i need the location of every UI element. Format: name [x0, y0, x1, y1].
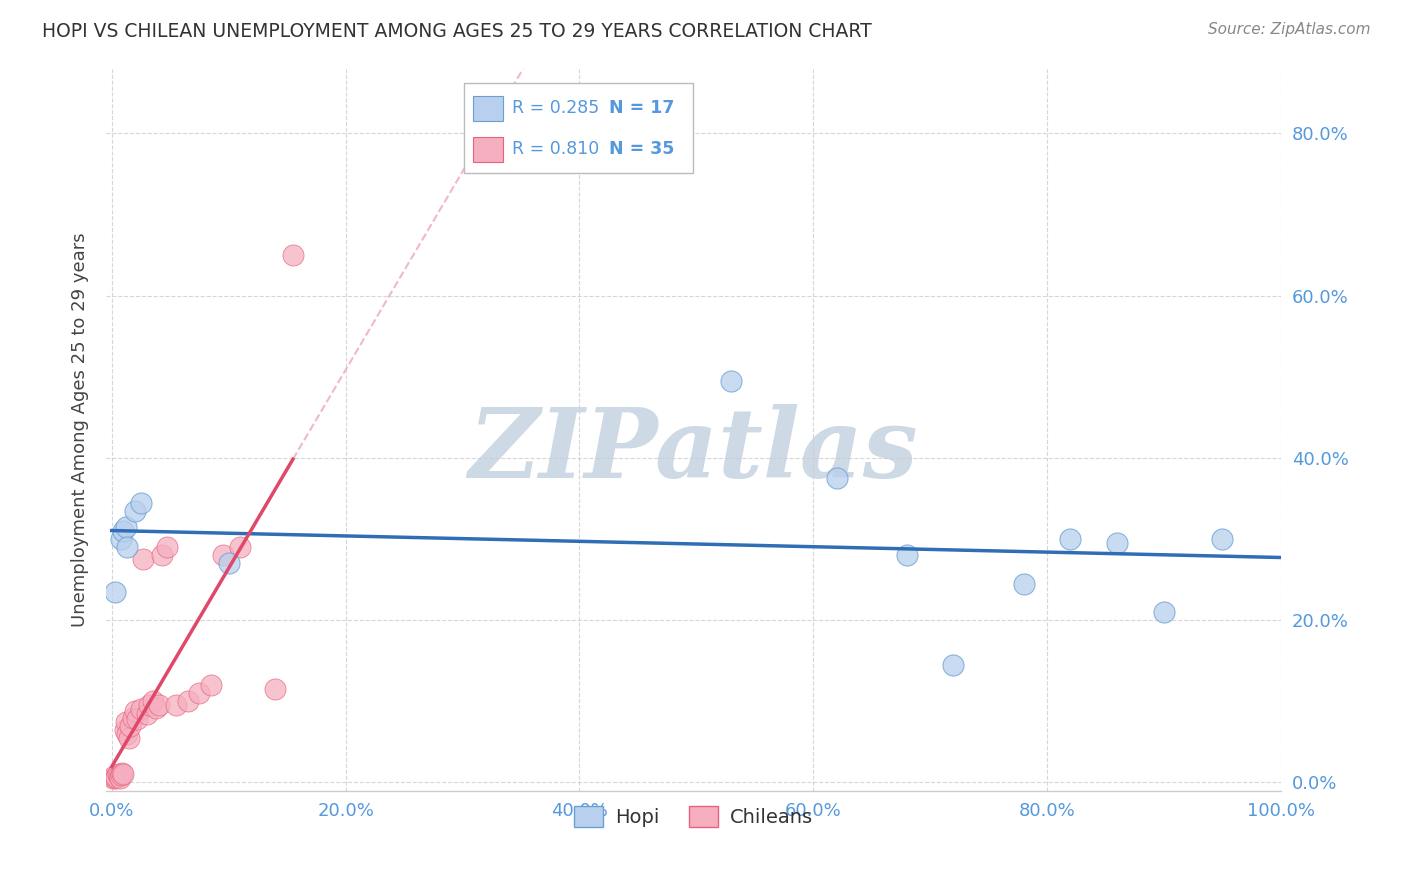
Point — [118, 731, 141, 745]
Point — [1153, 605, 1175, 619]
Point — [104, 772, 127, 786]
Point — [104, 584, 127, 599]
Point — [103, 769, 125, 783]
Point — [825, 471, 848, 485]
Point — [114, 723, 136, 737]
Point — [720, 374, 742, 388]
Point — [115, 540, 138, 554]
Point — [1107, 536, 1129, 550]
Text: ZIPatlas: ZIPatlas — [468, 404, 918, 499]
Text: Source: ZipAtlas.com: Source: ZipAtlas.com — [1208, 22, 1371, 37]
Point — [264, 682, 287, 697]
Legend: Hopi, Chileans: Hopi, Chileans — [567, 798, 820, 835]
Point — [121, 710, 143, 724]
Point — [108, 771, 131, 785]
Point — [145, 701, 167, 715]
Point — [120, 719, 142, 733]
Point — [156, 540, 179, 554]
Point — [942, 657, 965, 672]
Point — [124, 504, 146, 518]
Point — [114, 714, 136, 729]
Point — [165, 698, 187, 713]
Point — [111, 765, 134, 780]
Point — [110, 532, 132, 546]
Point — [142, 694, 165, 708]
Point — [211, 549, 233, 563]
Point — [127, 712, 149, 726]
Point — [110, 768, 132, 782]
Point — [129, 495, 152, 509]
Point — [112, 767, 135, 781]
Text: HOPI VS CHILEAN UNEMPLOYMENT AMONG AGES 25 TO 29 YEARS CORRELATION CHART: HOPI VS CHILEAN UNEMPLOYMENT AMONG AGES … — [42, 22, 872, 41]
Point — [1059, 532, 1081, 546]
Point — [115, 727, 138, 741]
Point — [135, 706, 157, 721]
Point — [218, 557, 240, 571]
Point — [188, 686, 211, 700]
Point — [107, 767, 129, 781]
Point — [105, 770, 128, 784]
Point — [129, 702, 152, 716]
Point — [101, 772, 124, 786]
Point — [138, 698, 160, 713]
Point — [148, 698, 170, 713]
Point — [896, 549, 918, 563]
Point — [229, 540, 252, 554]
Point — [150, 549, 173, 563]
Point — [132, 552, 155, 566]
Point — [112, 524, 135, 538]
Y-axis label: Unemployment Among Ages 25 to 29 years: Unemployment Among Ages 25 to 29 years — [72, 232, 89, 627]
Point — [200, 678, 222, 692]
Point — [124, 704, 146, 718]
Point — [107, 769, 129, 783]
Point — [1012, 576, 1035, 591]
Point — [177, 694, 200, 708]
Point — [281, 248, 304, 262]
Point — [114, 520, 136, 534]
Point — [1211, 532, 1233, 546]
